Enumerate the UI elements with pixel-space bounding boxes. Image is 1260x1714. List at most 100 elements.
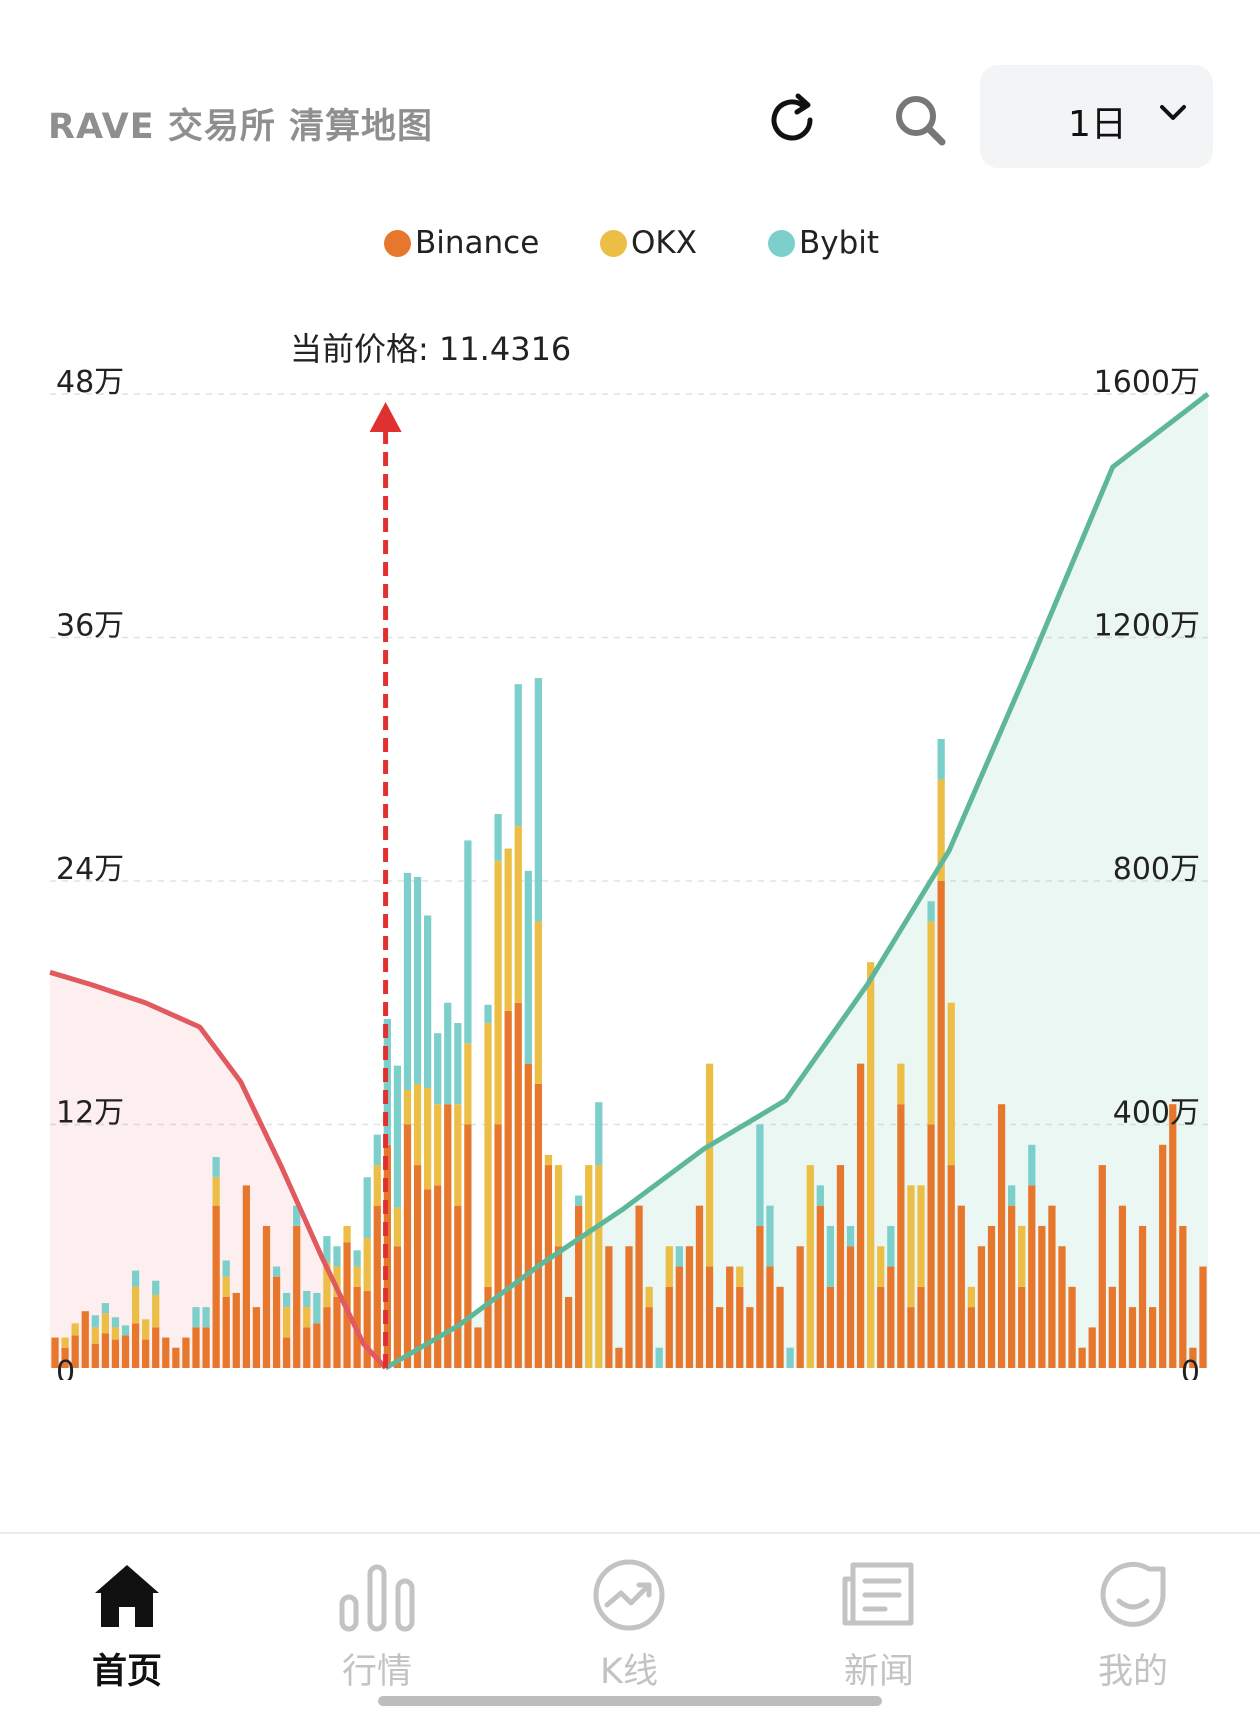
bar-bybit bbox=[1028, 1144, 1036, 1186]
bar-binance bbox=[434, 1185, 442, 1368]
bar-bybit bbox=[1008, 1185, 1016, 1206]
bar-bybit bbox=[323, 1236, 331, 1263]
bar-okx bbox=[333, 1266, 341, 1297]
bar-binance bbox=[61, 1347, 69, 1368]
legend-item-okx[interactable]: OKX bbox=[600, 225, 697, 261]
nav-item-market[interactable]: 行情 bbox=[292, 1554, 462, 1694]
bar-bybit bbox=[434, 1033, 442, 1105]
liquidation-chart[interactable]: 当前价格: 11.4316 0 12万 24万 36万 48万 0 400万 800万 1200万… bbox=[0, 320, 1260, 1380]
bar-binance bbox=[1068, 1286, 1076, 1368]
bottom-nav: 首页 行情 K线 bbox=[0, 1532, 1260, 1714]
legend-label-binance: Binance bbox=[415, 225, 540, 261]
bar-binance bbox=[142, 1339, 150, 1368]
bar-bybit bbox=[272, 1266, 281, 1277]
bar-binance bbox=[997, 1104, 1006, 1368]
bar-binance bbox=[544, 1165, 553, 1368]
bar-bybit bbox=[303, 1290, 311, 1308]
bar-binance bbox=[454, 1205, 462, 1368]
y-right-tick-label: 1200万 bbox=[1094, 609, 1200, 644]
nav-item-profile[interactable]: 我的 bbox=[1048, 1554, 1218, 1694]
y-right-tick-label: 800万 bbox=[1113, 852, 1200, 887]
bar-bybit bbox=[152, 1280, 160, 1295]
bar-bybit bbox=[937, 738, 945, 780]
bar-bybit bbox=[444, 1002, 452, 1105]
bar-bybit bbox=[454, 1023, 462, 1105]
nav-item-news[interactable]: 新闻 bbox=[794, 1554, 964, 1694]
current-price-label: 当前价格: 11.4316 bbox=[290, 330, 571, 368]
bar-okx bbox=[283, 1307, 291, 1338]
nav-item-home[interactable]: 首页 bbox=[42, 1554, 212, 1694]
refresh-button[interactable] bbox=[756, 84, 828, 156]
bar-okx bbox=[967, 1286, 975, 1308]
bar-binance bbox=[393, 1246, 402, 1368]
bar-binance bbox=[615, 1347, 623, 1368]
search-button[interactable] bbox=[884, 84, 956, 156]
bar-binance bbox=[1078, 1347, 1086, 1368]
bar-okx bbox=[423, 1087, 432, 1190]
bar-okx bbox=[917, 1185, 925, 1287]
bar-okx bbox=[222, 1276, 230, 1297]
bar-binance bbox=[1148, 1307, 1157, 1368]
search-icon bbox=[896, 96, 946, 146]
legend-item-bybit[interactable]: Bybit bbox=[768, 225, 879, 261]
bar-binance bbox=[192, 1327, 200, 1368]
bar-binance bbox=[423, 1189, 432, 1368]
legend-label-okx: OKX bbox=[631, 225, 697, 261]
bar-binance bbox=[927, 1124, 935, 1368]
bar-okx bbox=[554, 1165, 563, 1247]
bar-binance bbox=[172, 1347, 180, 1368]
bar-binance bbox=[887, 1266, 895, 1368]
bar-okx bbox=[897, 1063, 905, 1105]
bar-okx bbox=[534, 921, 542, 1084]
bar-binance bbox=[645, 1307, 653, 1368]
nav-label-news: 新闻 bbox=[843, 1652, 914, 1692]
liquidation-chart-svg: 当前价格: 11.4316 0 12万 24万 36万 48万 0 400万 800万 1200万… bbox=[49, 330, 1210, 1380]
bar-bybit bbox=[222, 1260, 230, 1277]
bar-okx bbox=[343, 1225, 351, 1243]
bar-binance bbox=[51, 1337, 59, 1368]
bar-binance bbox=[846, 1246, 855, 1368]
bar-okx bbox=[907, 1185, 915, 1308]
bar-okx bbox=[544, 1154, 553, 1166]
bar-binance bbox=[554, 1246, 563, 1368]
bar-bybit bbox=[333, 1246, 341, 1267]
bar-binance bbox=[101, 1333, 110, 1368]
bar-bybit bbox=[766, 1205, 774, 1267]
bar-binance bbox=[716, 1307, 724, 1368]
bar-binance bbox=[71, 1335, 79, 1368]
bar-bybit bbox=[826, 1225, 835, 1287]
bar-bybit bbox=[131, 1270, 140, 1287]
bar-binance bbox=[836, 1165, 845, 1368]
bar-okx bbox=[454, 1104, 462, 1206]
bar-binance bbox=[736, 1286, 744, 1368]
bar-binance bbox=[826, 1286, 835, 1368]
bar-binance bbox=[1118, 1205, 1127, 1368]
bar-binance bbox=[262, 1225, 271, 1368]
bar-okx bbox=[111, 1327, 120, 1340]
bar-okx bbox=[494, 860, 502, 1125]
bar-okx bbox=[393, 1207, 402, 1247]
bar-binance bbox=[1138, 1225, 1147, 1368]
bar-binance bbox=[444, 1104, 452, 1368]
bar-binance bbox=[564, 1296, 573, 1368]
bar-bybit bbox=[353, 1250, 361, 1267]
home-icon bbox=[85, 1554, 169, 1635]
nav-item-kline[interactable]: K线 bbox=[544, 1554, 714, 1694]
bar-okx bbox=[595, 1165, 603, 1368]
bar-okx bbox=[665, 1246, 673, 1287]
bar-binance bbox=[756, 1225, 764, 1368]
bar-binance bbox=[1179, 1225, 1187, 1368]
legend-dot-binance bbox=[384, 229, 411, 257]
timeframe-dropdown[interactable]: 1日 bbox=[980, 65, 1213, 168]
legend-dot-bybit bbox=[768, 229, 795, 257]
bar-binance bbox=[373, 1205, 381, 1368]
bar-binance bbox=[665, 1286, 673, 1368]
bar-okx bbox=[947, 1002, 955, 1166]
refresh-icon bbox=[771, 93, 813, 141]
bar-okx bbox=[403, 1090, 412, 1125]
legend-item-binance[interactable]: Binance bbox=[384, 225, 539, 261]
bar-bybit bbox=[413, 876, 422, 1084]
short-cumulative-line bbox=[384, 392, 1210, 1371]
bar-binance bbox=[1199, 1266, 1207, 1368]
bar-okx bbox=[373, 1165, 381, 1206]
